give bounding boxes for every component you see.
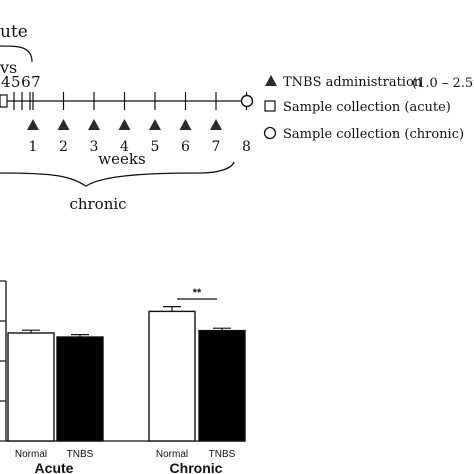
week-number: 3	[90, 139, 99, 155]
tnbs-triangle-icon	[118, 119, 131, 130]
chronic-brace	[0, 161, 235, 187]
week-number: 8	[242, 139, 251, 155]
bar	[148, 310, 196, 442]
legend-dose-fragment: (1.0 – 2.5m	[412, 76, 474, 91]
group-label-chronic: Chronic	[170, 460, 223, 474]
legend-chronic-label: Sample collection (chronic)	[283, 127, 464, 142]
bar-category-label: TNBS	[67, 449, 94, 460]
week-number: 6	[181, 139, 190, 155]
day-numbers: 4567	[1, 73, 41, 91]
bars	[7, 306, 246, 442]
week-number: 5	[151, 139, 160, 155]
chronic-sample-circle	[240, 94, 254, 108]
tnbs-triangles	[27, 119, 222, 130]
bar	[7, 332, 55, 442]
days-label-fragment: vs	[0, 58, 17, 77]
week-number: 4	[120, 139, 129, 155]
chronic-label: chronic	[69, 195, 126, 213]
significance-bracket: **	[177, 287, 217, 300]
tnbs-triangle-icon	[27, 119, 39, 130]
week-number: 2	[59, 139, 68, 155]
bar-category-label: TNBS	[209, 449, 236, 460]
tnbs-triangle-icon	[149, 119, 161, 130]
legend-acute-label: Sample collection (acute)	[283, 100, 451, 115]
week-labels: 1 2 3 4 5 6 7 8	[29, 139, 251, 155]
day-ticks	[13, 92, 31, 110]
legend-triangle-icon	[265, 75, 277, 86]
tnbs-triangle-icon	[88, 119, 100, 130]
tnbs-triangle-icon	[57, 119, 70, 130]
bar	[56, 336, 104, 442]
acute-label-fragment: ute	[0, 22, 28, 42]
bar-category-label: Normal	[156, 449, 188, 460]
significance-label: **	[193, 287, 202, 299]
legend: TNBS administration (1.0 – 2.5m Sample c…	[263, 75, 474, 142]
acute-sample-square	[0, 94, 8, 108]
group-label-acute: Acute	[35, 460, 74, 474]
tnbs-triangle-icon	[179, 119, 192, 130]
legend-square-icon	[264, 100, 276, 112]
week-number: 7	[212, 139, 221, 155]
week-number: 1	[29, 139, 38, 155]
bar-category-label: Normal	[15, 449, 47, 460]
bar-chart: ** Normal TNBS Normal TNBS Acute Chronic	[0, 280, 246, 474]
tnbs-triangle-icon	[210, 119, 222, 130]
acute-brace	[0, 45, 33, 63]
legend-circle-icon	[263, 126, 277, 140]
bar	[198, 329, 246, 442]
weeks-label: weeks	[98, 150, 145, 168]
legend-tnbs-label: TNBS administration	[283, 75, 423, 90]
y-ticks	[0, 280, 6, 442]
